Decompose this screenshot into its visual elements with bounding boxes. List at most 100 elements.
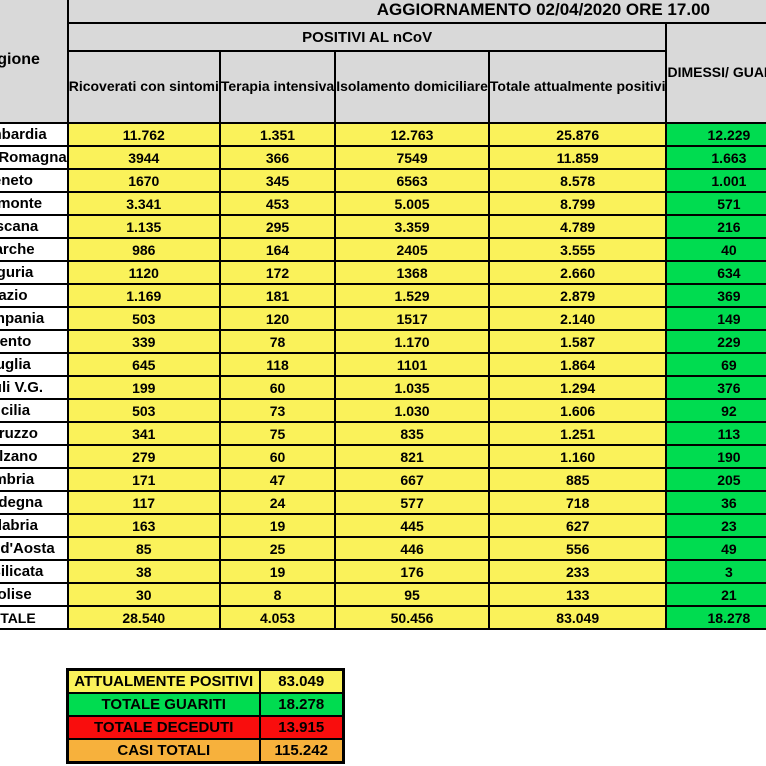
totale-positivi-cell: 627 — [487, 513, 668, 538]
region-cell: Sicilia — [0, 398, 69, 423]
ricoverati-cell: 38 — [66, 559, 221, 584]
terapia-cell: 25 — [218, 536, 337, 561]
totale-positivi-cell: 8.578 — [487, 168, 668, 193]
dimessi-cell: 369 — [665, 283, 766, 308]
totale-positivi-cell: 718 — [487, 490, 668, 515]
table-row: Liguria112017213682.6606344883.78213 — [0, 260, 766, 285]
isolamento-cell: 1517 — [334, 306, 490, 331]
region-cell: Valle d'Aosta — [0, 536, 69, 561]
terapia-cell: 75 — [218, 421, 337, 446]
table-row: Sardegna1172457771836407945 — [0, 490, 766, 515]
terapia-cell: 453 — [218, 191, 337, 216]
ricoverati-cell: 199 — [66, 375, 221, 400]
ricoverati-cell: 3944 — [66, 145, 221, 170]
terapia-cell: 172 — [218, 260, 337, 285]
isolamento-cell: 176 — [334, 559, 490, 584]
dimessi-cell: 113 — [665, 421, 766, 446]
ricoverati-cell: 171 — [66, 467, 221, 492]
totale-positivi-cell: 8.799 — [487, 191, 668, 216]
region-cell: Trento — [0, 329, 69, 354]
summary-value: 83.049 — [258, 668, 345, 694]
report-title: AGGIORNAMENTO 02/04/2020 ORE 17.00 — [66, 0, 766, 24]
dimessi-cell: 229 — [665, 329, 766, 354]
col-header-terapia-intensiva: Terapia intensiva — [218, 50, 337, 124]
dimessi-cell: 3 — [665, 559, 766, 584]
ricoverati-cell: 341 — [66, 421, 221, 446]
table-row: Puglia64511811011.864691442.07716 — [0, 352, 766, 377]
table-row: Campania50312015172.1401491672.45617 — [0, 306, 766, 331]
totale-positivi-cell: 1.606 — [487, 398, 668, 423]
totale-positivi-cell: 885 — [487, 467, 668, 492]
dimessi-cell: 69 — [665, 352, 766, 377]
terapia-cell: 24 — [218, 490, 337, 515]
region-cell: Liguria — [0, 260, 69, 285]
totals-row: TOTALE28.5404.05350.45683.04918.27813.91… — [0, 605, 766, 630]
table-row: Calabria16319445627234169110 — [0, 513, 766, 538]
totale-positivi-cell: 2.140 — [487, 306, 668, 331]
terapia-cell: 164 — [218, 237, 337, 262]
region-cell: Molise — [0, 582, 69, 607]
totale-positivi-cell: 83.049 — [487, 605, 668, 630]
dimessi-cell: 216 — [665, 214, 766, 239]
ricoverati-cell: 986 — [66, 237, 221, 262]
region-cell: Sardegna — [0, 490, 69, 515]
region-cell: Puglia — [0, 352, 69, 377]
terapia-cell: 19 — [218, 513, 337, 538]
terapia-cell: 120 — [218, 306, 337, 331]
isolamento-cell: 667 — [334, 467, 490, 492]
terapia-cell: 47 — [218, 467, 337, 492]
totale-positivi-cell: 2.879 — [487, 283, 668, 308]
terapia-cell: 60 — [218, 444, 337, 469]
ricoverati-cell: 1120 — [66, 260, 221, 285]
col-header-dimessi-guariti: DIMESSI/ GUARITI — [665, 22, 766, 124]
ricoverati-cell: 503 — [66, 398, 221, 423]
table-row: Bolzano279608211.1601901291.47913 — [0, 444, 766, 469]
table-row: Basilicata38191762333102462 — [0, 559, 766, 584]
summary-table-body: ATTUALMENTE POSITIVI 83.049 TOTALE GUARITI… — [66, 668, 345, 764]
summary-row: CASI TOTALI 115.242 — [66, 738, 345, 764]
totale-positivi-cell: 3.555 — [487, 237, 668, 262]
terapia-cell: 78 — [218, 329, 337, 354]
isolamento-cell: 445 — [334, 513, 490, 538]
terapia-cell: 60 — [218, 375, 337, 400]
dimessi-cell: 376 — [665, 375, 766, 400]
region-cell: Lombardia — [0, 122, 69, 147]
region-cell: Umbria — [0, 467, 69, 492]
col-header-isolamento: Isolamento domiciliare — [334, 50, 490, 124]
isolamento-cell: 7549 — [334, 145, 490, 170]
terapia-cell: 181 — [218, 283, 337, 308]
totale-positivi-cell: 11.859 — [487, 145, 668, 170]
isolamento-cell: 6563 — [334, 168, 490, 193]
summary-label: ATTUALMENTE POSITIVI — [66, 668, 261, 694]
isolamento-cell: 5.005 — [334, 191, 490, 216]
summary-value: 18.278 — [258, 692, 345, 717]
totale-positivi-cell: 1.864 — [487, 352, 668, 377]
region-cell: Lazio — [0, 283, 69, 308]
isolamento-cell: 821 — [334, 444, 490, 469]
terapia-cell: 4.053 — [218, 605, 337, 630]
totale-positivi-cell: 1.251 — [487, 421, 668, 446]
main-table-wrap: Regione AGGIORNAMENTO 02/04/2020 ORE 17.… — [0, 0, 766, 630]
isolamento-cell: 1.035 — [334, 375, 490, 400]
region-cell: Piemonte — [0, 191, 69, 216]
ricoverati-cell: 1.135 — [66, 214, 221, 239]
ricoverati-cell: 279 — [66, 444, 221, 469]
terapia-cell: 73 — [218, 398, 337, 423]
ricoverati-cell: 1.169 — [66, 283, 221, 308]
summary-value: 115.242 — [258, 738, 345, 764]
region-cell: Veneto — [0, 168, 69, 193]
dimessi-cell: 36 — [665, 490, 766, 515]
ricoverati-cell: 85 — [66, 536, 221, 561]
totale-positivi-cell: 2.660 — [487, 260, 668, 285]
isolamento-cell: 50.456 — [334, 605, 490, 630]
table-row: Valle d'Aosta852544655649636681 — [0, 536, 766, 561]
totale-positivi-cell: 1.294 — [487, 375, 668, 400]
summary-label: TOTALE GUARITI — [66, 692, 261, 717]
region-cell: Bolzano — [0, 444, 69, 469]
regione-column-header: Regione — [0, 0, 69, 124]
